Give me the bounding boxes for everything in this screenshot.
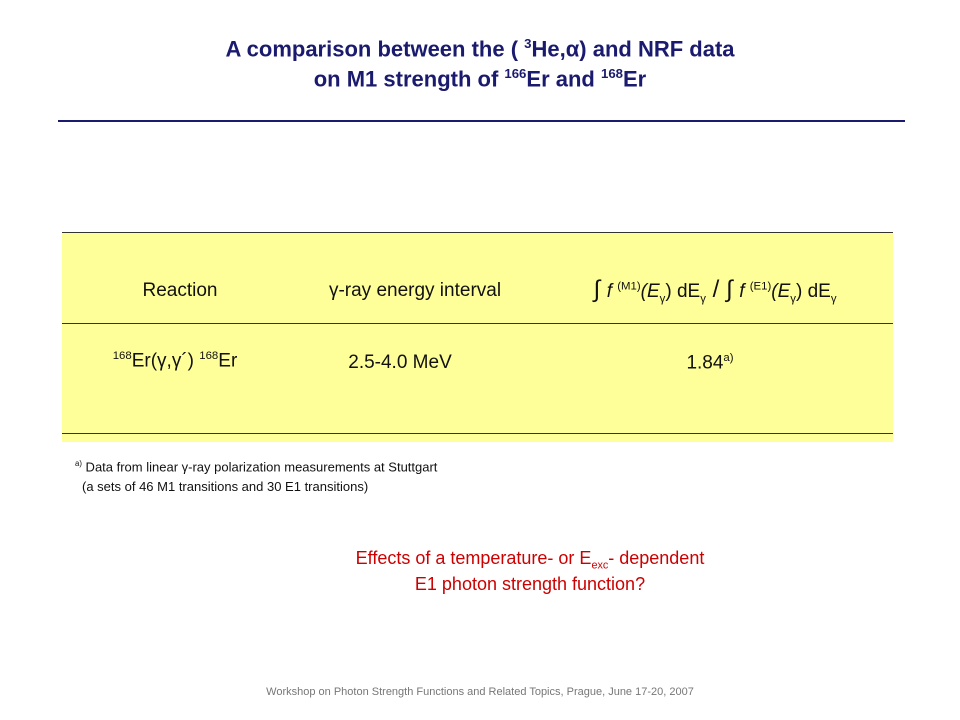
question: Effects of a temperature- or Eexc- depen…: [90, 548, 960, 572]
text: 3: [524, 36, 532, 51]
footnote: a) Data from linear γ-ray polarization m…: [75, 459, 437, 474]
text: a): [723, 352, 734, 364]
text: on M1 strength of: [313, 66, 505, 92]
text: Data from linear γ-ray polarization meas…: [81, 459, 438, 475]
row-cell: 1.84a): [610, 352, 810, 374]
rule: [62, 433, 893, 434]
text: (E: [640, 281, 660, 302]
text: /: [705, 276, 726, 303]
text: Effects of a temperature- or E: [355, 548, 592, 568]
text: γ: [659, 292, 666, 305]
row-cell: 168Er(γ,γ´) 168Er: [75, 350, 275, 372]
header-cell: Reaction: [142, 280, 218, 301]
header-cell: γ-ray energy interval: [328, 280, 502, 301]
text: 168: [199, 350, 219, 362]
text: 1.84: [686, 352, 724, 374]
table-bg: [62, 232, 893, 442]
text: exc: [591, 559, 609, 572]
text: 168: [112, 350, 132, 362]
text: Er: [623, 66, 647, 92]
text: γ: [830, 292, 837, 305]
text: A comparison between the (: [225, 36, 525, 62]
title-line: A comparison between the ( 3He,α) and NR…: [0, 36, 960, 62]
title-line: on M1 strength of 166Er and 168Er: [0, 66, 960, 92]
header-cell: ∫ f (M1)(Eγ) dEγ / ∫ f (E1)(Eγ) dEγ: [545, 276, 885, 305]
rule: [58, 120, 905, 122]
text: 166: [504, 66, 527, 81]
text: ) dE: [665, 281, 701, 302]
rule: [62, 323, 893, 324]
row-cell: 2.5-4.0 MeV: [348, 352, 452, 373]
text: (M1): [617, 280, 641, 293]
text: γ: [790, 292, 796, 305]
footer: Workshop on Photon Strength Functions an…: [266, 686, 694, 698]
text: Er(γ,γ´): [131, 350, 200, 372]
text: - dependent: [608, 548, 705, 568]
text: (E: [771, 281, 791, 302]
text: ∫: [725, 276, 740, 303]
text: ) and NRF data: [579, 36, 735, 62]
text: f: [739, 281, 750, 302]
footnote: (a sets of 46 M1 transitions and 30 E1 t…: [82, 479, 369, 494]
text: He,: [531, 36, 566, 62]
text: a): [75, 459, 82, 468]
text: γ: [700, 292, 706, 305]
text: ∫: [593, 276, 607, 303]
text: f: [606, 281, 618, 302]
text: Er and: [526, 66, 601, 92]
text: 168: [600, 66, 623, 81]
text: (E1): [749, 280, 772, 293]
question: E1 photon strength function?: [414, 574, 646, 594]
text: α: [565, 36, 580, 62]
text: ) dE: [796, 281, 831, 302]
rule: [62, 232, 893, 233]
text: Er: [218, 350, 238, 372]
